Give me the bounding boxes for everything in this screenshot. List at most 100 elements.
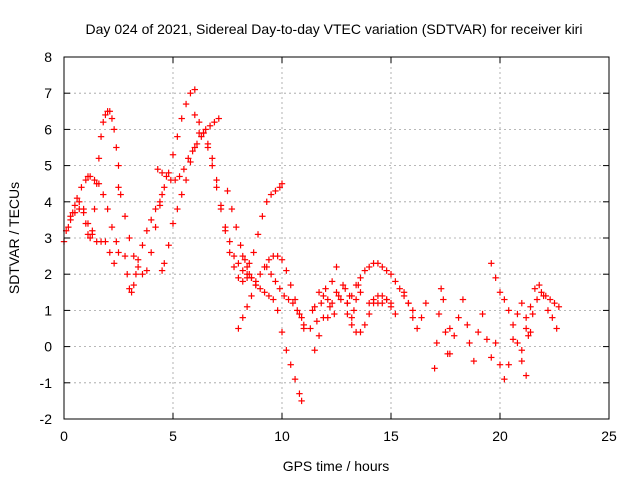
data-point [226,238,233,245]
y-tick-label: 6 [44,121,52,137]
data-point [235,274,242,282]
data-point [475,328,482,336]
data-point [241,256,249,263]
data-point [496,361,504,368]
y-tick-label: -1 [40,375,53,391]
data-point [115,184,122,191]
data-point [518,357,525,365]
data-point [459,296,467,303]
data-point [379,263,386,271]
data-point [171,176,179,184]
data-point [392,310,399,318]
y-tick-label: 0 [44,339,52,355]
data-point [259,213,266,220]
data-point [213,176,220,184]
series-pass-s [400,289,430,332]
data-point [265,292,273,300]
data-point [348,314,355,321]
data-point [198,133,205,140]
y-tick-label: -2 [40,411,53,427]
data-point [121,213,129,220]
data-point [71,202,79,209]
data-point [237,242,244,249]
data-point [278,180,286,187]
data-point [522,325,530,332]
y-tick-labels: -2 -1 0 1 2 3 4 5 6 7 8 [40,49,53,427]
data-point [549,314,556,321]
data-point [400,289,408,296]
data-point [270,296,277,303]
data-point [115,162,122,169]
data-point [239,278,246,285]
data-point [409,314,416,321]
data-point [276,285,284,292]
data-point [213,184,220,191]
series-pass-f [154,115,222,184]
data-point [257,271,264,278]
series-pass-m [307,281,362,332]
data-point [509,321,517,329]
data-point [106,249,113,256]
data-point [283,267,290,274]
data-point [233,223,240,231]
data-points [60,86,563,405]
data-point [230,252,238,260]
data-point [178,191,185,198]
data-point [158,191,166,198]
data-point [91,205,98,213]
series-pass-t [431,285,454,372]
y-tick-label: 4 [44,194,52,210]
data-point [348,292,355,300]
y-tick-label: 2 [44,266,52,282]
series-pass-w [492,299,534,383]
data-point [307,325,314,332]
data-point [311,347,318,354]
data-point [202,126,209,133]
data-point [132,271,140,278]
data-point [154,166,161,173]
data-point [163,173,170,180]
data-point [165,169,172,177]
data-point [130,281,137,289]
data-point [206,122,214,129]
data-point [348,321,355,329]
data-point [522,314,530,321]
data-point [422,299,430,307]
data-point [73,194,81,202]
data-point [492,339,499,347]
data-point [263,263,270,271]
data-point [518,347,525,354]
data-point [315,289,323,296]
data-point [143,227,151,234]
y-tick-label: 8 [44,49,52,65]
data-point [533,296,541,303]
data-point [324,296,331,303]
data-point [366,310,373,318]
data-point [121,252,129,260]
data-point [148,249,155,256]
data-point [464,321,471,329]
data-point [298,314,305,321]
x-tick-label: 10 [274,428,290,444]
data-point [97,133,105,140]
data-point [296,310,303,318]
data-point [344,299,351,307]
data-point [76,198,83,205]
data-point [86,234,94,242]
data-point [283,347,290,354]
data-point [514,339,521,347]
data-point [366,263,373,271]
data-point [357,328,364,336]
series-pass-r [366,296,395,307]
data-point [161,260,168,267]
data-point [189,147,196,155]
data-point [522,372,530,379]
data-point [333,289,340,296]
data-point [383,296,390,303]
data-point [446,350,454,358]
data-point [294,307,301,314]
series-pass-u [446,296,495,365]
data-point [176,173,183,180]
data-point [180,166,188,173]
data-point [235,260,242,267]
